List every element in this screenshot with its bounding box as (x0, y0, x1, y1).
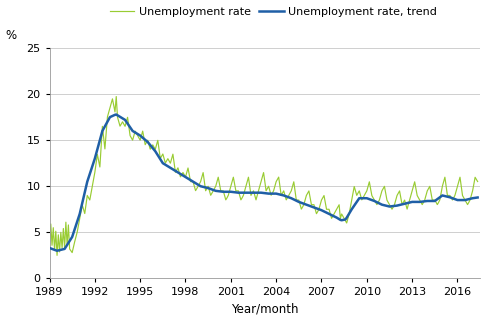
Line: Unemployment rate: Unemployment rate (50, 97, 478, 255)
Unemployment rate (54, 253, 60, 257)
Unemployment rate, trend (146, 142, 152, 146)
Unemployment rate, trend (47, 246, 52, 250)
Text: %: % (5, 28, 16, 42)
Unemployment rate, trend (426, 199, 432, 203)
Unemployment rate, trend (113, 113, 119, 116)
Unemployment rate (415, 196, 421, 200)
Unemployment rate (146, 143, 152, 147)
Unemployment rate (47, 247, 52, 251)
Unemployment rate (242, 189, 248, 193)
Unemployment rate (426, 187, 432, 190)
Unemployment rate, trend (415, 200, 421, 204)
Unemployment rate (113, 95, 119, 99)
Legend: Unemployment rate, Unemployment rate, trend: Unemployment rate, Unemployment rate, tr… (105, 3, 442, 22)
Unemployment rate, trend (475, 196, 481, 199)
Unemployment rate, trend (87, 172, 93, 176)
Unemployment rate, trend (242, 191, 248, 195)
Unemployment rate, trend (54, 249, 60, 253)
Unemployment rate (475, 180, 481, 183)
Unemployment rate (87, 198, 93, 202)
X-axis label: Year/month: Year/month (231, 303, 298, 316)
Line: Unemployment rate, trend: Unemployment rate, trend (50, 115, 478, 251)
Unemployment rate, trend (72, 227, 78, 231)
Unemployment rate (72, 240, 78, 244)
